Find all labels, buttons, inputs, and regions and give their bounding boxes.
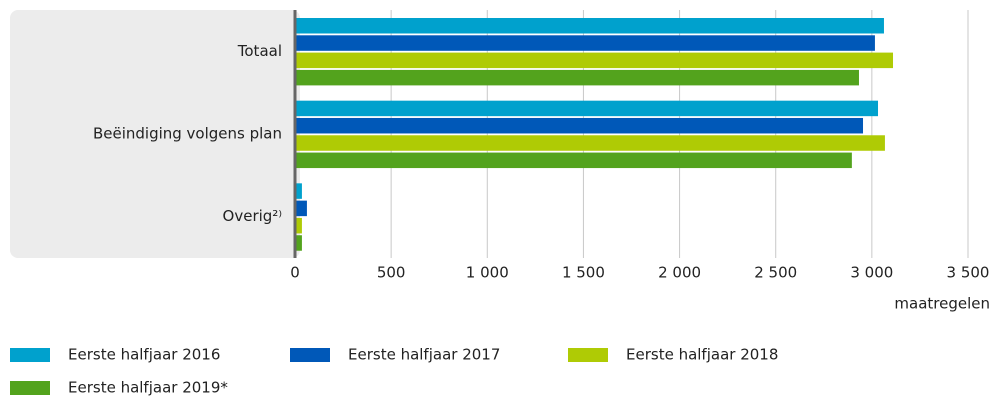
x-tick-label: 3 500 xyxy=(947,264,990,282)
x-tick-label: 2 500 xyxy=(754,264,797,282)
bar xyxy=(295,183,302,199)
x-tick-label: 1 000 xyxy=(466,264,509,282)
bar xyxy=(295,235,302,251)
bar xyxy=(295,18,884,34)
x-tick-label: 3 000 xyxy=(850,264,893,282)
x-tick-label: 500 xyxy=(377,264,406,282)
legend-label: Eerste halfjaar 2019* xyxy=(68,379,228,397)
x-tick-label: 1 500 xyxy=(562,264,605,282)
legend-label: Eerste halfjaar 2018 xyxy=(626,346,778,364)
legend-swatch xyxy=(290,348,330,362)
label-panel xyxy=(10,10,300,258)
bar xyxy=(295,35,875,51)
bar xyxy=(295,152,852,169)
x-tick-label: 0 xyxy=(290,264,300,282)
legend-label: Eerste halfjaar 2017 xyxy=(348,346,500,364)
bar xyxy=(295,200,307,217)
legend-swatch xyxy=(568,348,608,362)
bar xyxy=(295,117,864,134)
x-axis-label: maatregelen xyxy=(894,295,990,313)
legend-swatch xyxy=(10,381,50,395)
category-label: Totaal xyxy=(237,42,282,60)
legend-label: Eerste halfjaar 2016 xyxy=(68,346,220,364)
bar xyxy=(295,217,302,234)
category-label: Overig²⁾ xyxy=(223,207,282,225)
bar xyxy=(295,69,859,86)
bar xyxy=(295,135,885,151)
x-tick-label: 2 000 xyxy=(658,264,701,282)
category-label: Beëindiging volgens plan xyxy=(93,125,282,143)
bar xyxy=(295,100,879,117)
legend-swatch xyxy=(10,348,50,362)
bar xyxy=(295,52,894,69)
